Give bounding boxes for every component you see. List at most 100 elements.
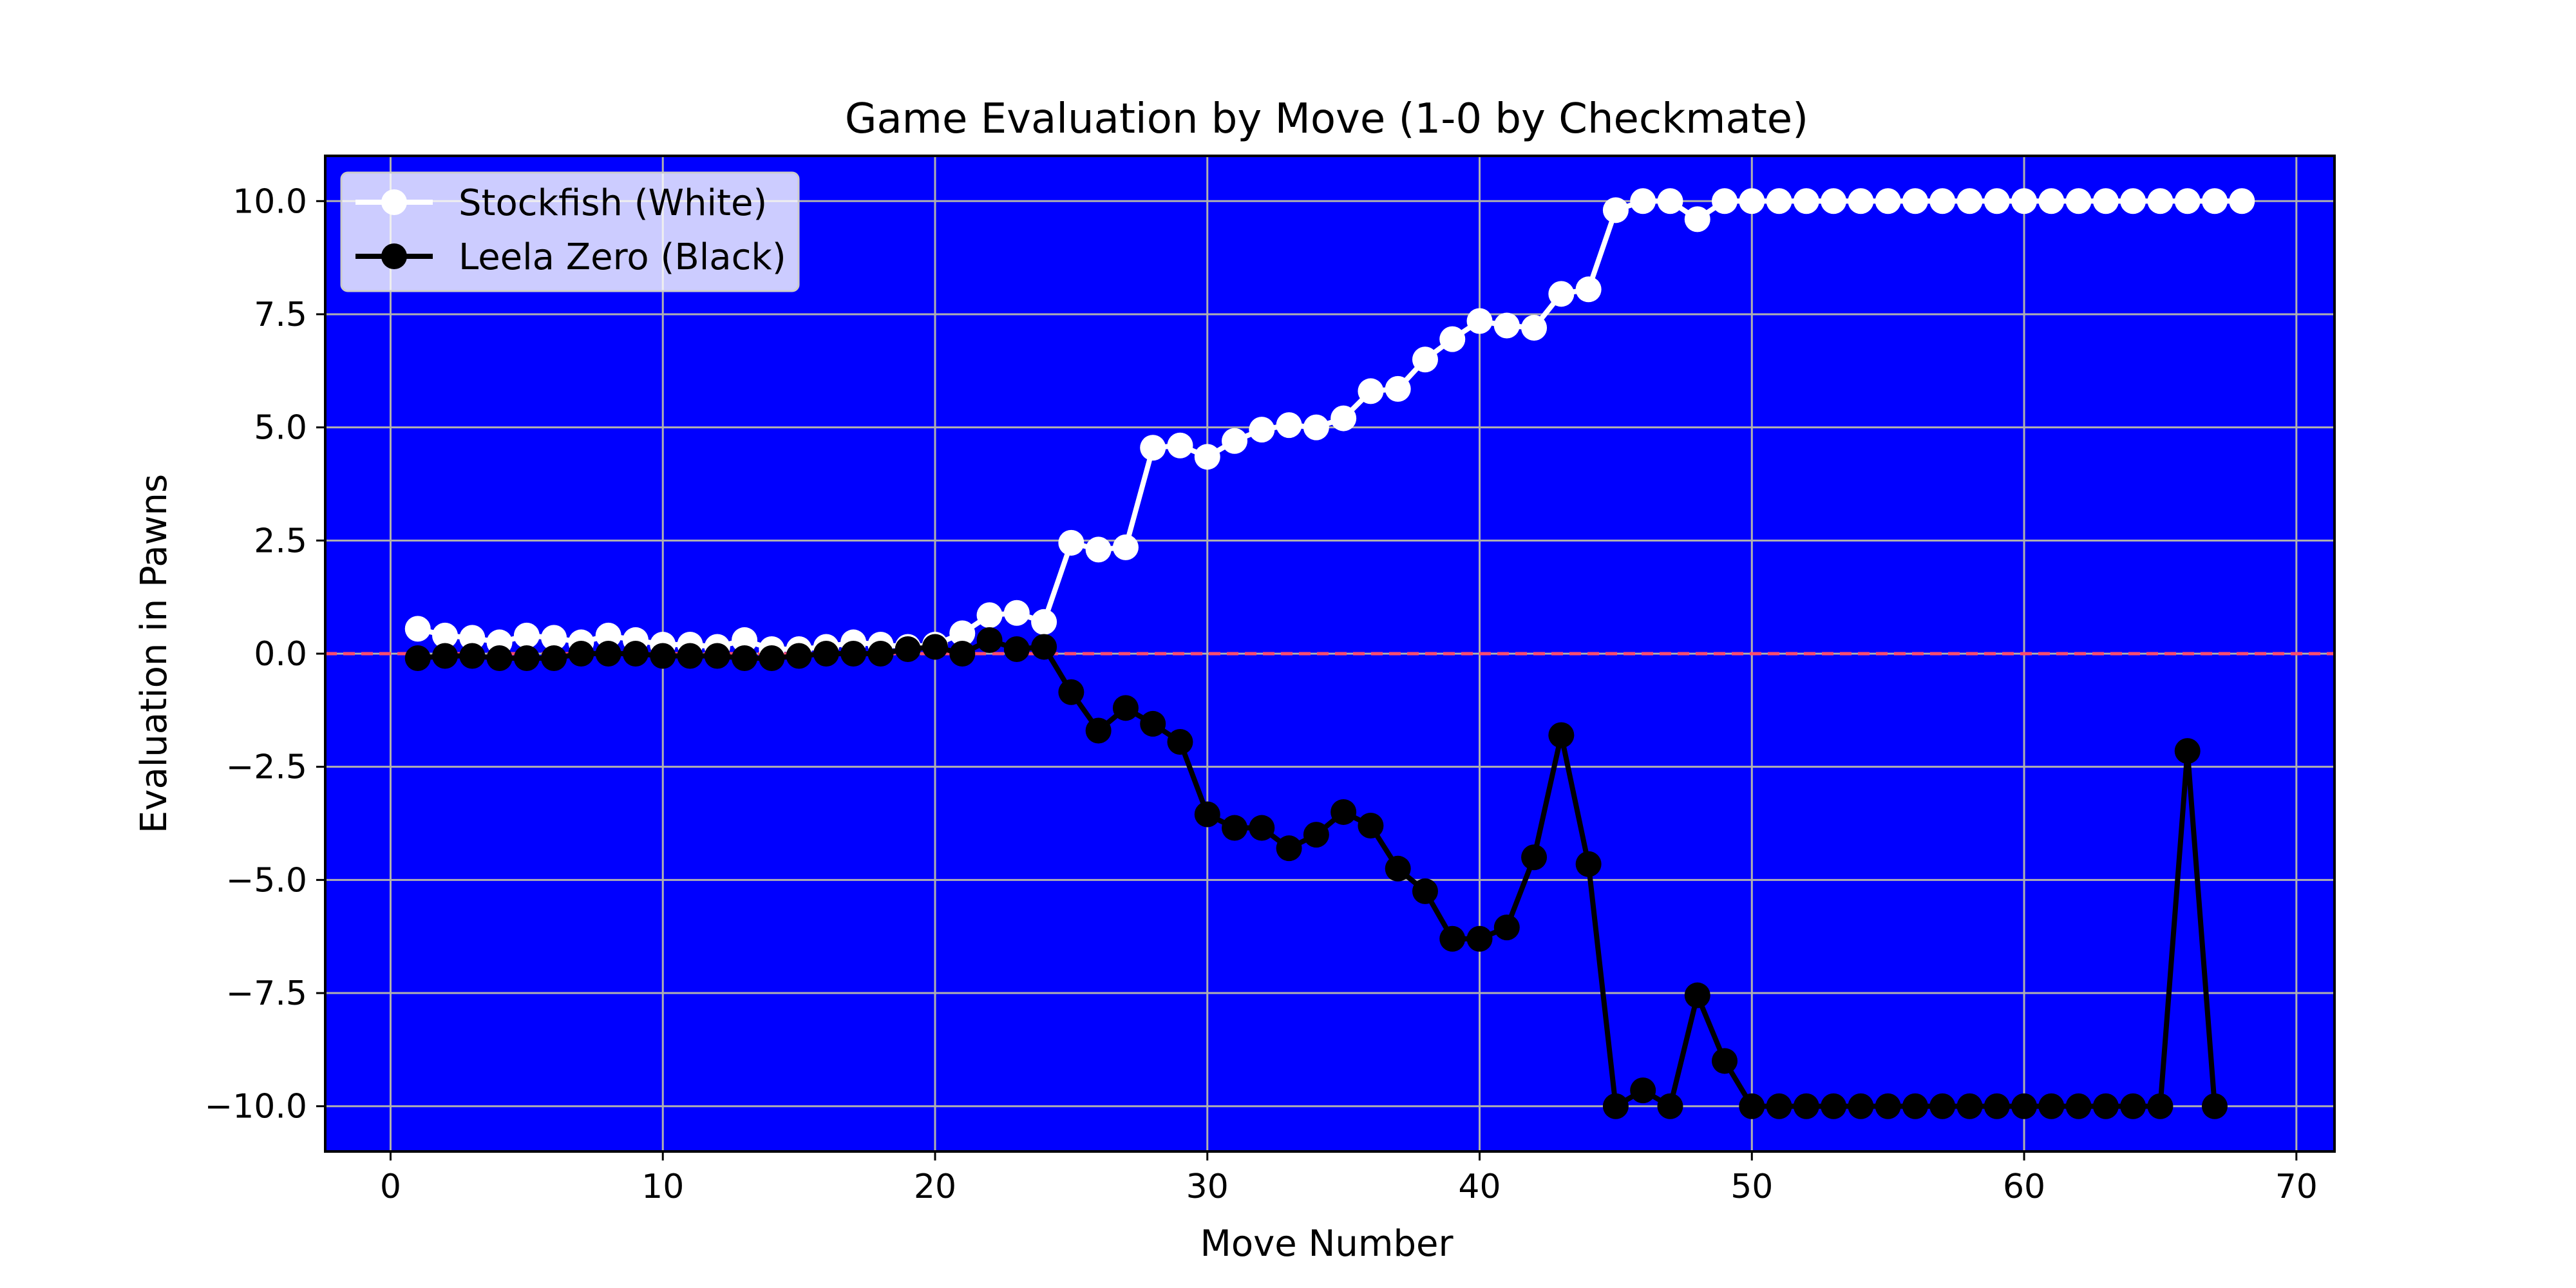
- data-point-stockfish: [1466, 308, 1493, 334]
- data-point-stockfish: [1821, 188, 1847, 214]
- data-point-stockfish: [2065, 188, 2092, 214]
- data-point-leela: [922, 634, 948, 660]
- x-axis-label: Move Number: [1200, 1223, 1454, 1265]
- data-point-stockfish: [1684, 206, 1710, 232]
- data-point-stockfish: [1358, 378, 1384, 404]
- data-point-stockfish: [541, 625, 567, 651]
- data-point-leela: [813, 641, 839, 667]
- x-tick-label: 40: [1458, 1168, 1501, 1206]
- data-point-leela: [677, 643, 703, 669]
- data-point-leela: [1167, 729, 1193, 755]
- data-point-stockfish: [1575, 276, 1602, 303]
- data-point-leela: [404, 645, 431, 672]
- data-point-leela: [459, 643, 486, 669]
- data-point-stockfish: [1875, 188, 1901, 214]
- data-point-leela: [840, 641, 867, 667]
- x-tick-label: 20: [914, 1168, 956, 1206]
- data-point-leela: [1194, 801, 1220, 828]
- data-point-stockfish: [1222, 428, 1248, 454]
- data-point-stockfish: [1602, 197, 1629, 223]
- data-point-leela: [1031, 634, 1057, 660]
- data-point-leela: [1712, 1048, 1738, 1074]
- data-point-stockfish: [732, 627, 758, 653]
- data-point-leela: [1003, 636, 1030, 662]
- data-point-leela: [1358, 813, 1384, 839]
- data-point-stockfish: [404, 616, 431, 642]
- data-point-stockfish: [1956, 188, 1983, 214]
- data-point-stockfish: [1657, 188, 1683, 214]
- data-point-stockfish: [2092, 188, 2119, 214]
- data-point-leela: [513, 645, 540, 672]
- data-point-leela: [976, 627, 1003, 653]
- y-tick-label: 2.5: [254, 522, 307, 560]
- data-point-leela: [1739, 1093, 1765, 1119]
- data-point-stockfish: [1003, 600, 1030, 626]
- data-point-leela: [786, 643, 812, 669]
- data-point-leela: [1929, 1093, 1956, 1119]
- data-point-stockfish: [1521, 315, 1548, 341]
- y-tick-label: −7.5: [226, 974, 307, 1013]
- data-point-leela: [2038, 1093, 2065, 1119]
- data-point-stockfish: [1031, 609, 1057, 635]
- legend-label-stockfish: Stockfish (White): [459, 182, 767, 224]
- data-point-stockfish: [1766, 188, 1792, 214]
- data-point-stockfish: [2147, 188, 2174, 214]
- data-point-leela: [1385, 855, 1411, 882]
- legend-marker-leela: [381, 243, 407, 269]
- data-point-stockfish: [595, 622, 621, 649]
- data-point-stockfish: [2174, 188, 2201, 214]
- data-point-leela: [1222, 815, 1248, 841]
- legend-entry-stockfish: Stockfish (White): [355, 182, 767, 224]
- data-point-stockfish: [1194, 444, 1220, 470]
- data-point-stockfish: [1929, 188, 1956, 214]
- data-point-stockfish: [1085, 536, 1112, 563]
- data-point-stockfish: [1848, 188, 1874, 214]
- data-point-stockfish: [1385, 375, 1411, 402]
- x-tick-label: 70: [2275, 1168, 2318, 1206]
- legend-entry-leela: Leela Zero (Black): [355, 236, 786, 278]
- data-point-leela: [568, 641, 594, 667]
- data-point-leela: [1793, 1093, 1819, 1119]
- x-tick-label: 30: [1186, 1168, 1229, 1206]
- y-tick-label: 7.5: [254, 296, 307, 334]
- data-point-stockfish: [1276, 412, 1302, 439]
- series-layer: [404, 188, 2255, 1119]
- series-leela: [404, 627, 2228, 1119]
- data-point-stockfish: [1712, 188, 1738, 214]
- data-point-stockfish: [1412, 346, 1438, 373]
- data-point-stockfish: [1902, 188, 1928, 214]
- data-point-stockfish: [1493, 312, 1520, 339]
- data-point-leela: [1821, 1093, 1847, 1119]
- data-point-leela: [1684, 982, 1710, 1009]
- data-point-leela: [1902, 1093, 1928, 1119]
- data-point-stockfish: [2229, 188, 2255, 214]
- data-point-leela: [622, 641, 649, 667]
- data-point-leela: [1575, 851, 1602, 877]
- x-tick-label: 50: [1730, 1168, 1773, 1206]
- x-tick-label: 10: [641, 1168, 684, 1206]
- data-point-stockfish: [1058, 529, 1084, 556]
- data-point-leela: [1140, 710, 1166, 737]
- data-point-leela: [704, 643, 730, 669]
- data-point-stockfish: [1739, 188, 1765, 214]
- data-point-stockfish: [1793, 188, 1819, 214]
- data-point-stockfish: [1303, 414, 1329, 440]
- x-tick-label: 0: [380, 1168, 401, 1206]
- data-point-leela: [1657, 1093, 1683, 1119]
- y-tick-label: 5.0: [254, 409, 307, 448]
- data-point-leela: [595, 641, 621, 667]
- data-point-leela: [2147, 1093, 2174, 1119]
- data-point-leela: [1493, 914, 1520, 941]
- data-point-leela: [2201, 1093, 2228, 1119]
- data-point-stockfish: [459, 625, 486, 651]
- data-point-leela: [1249, 815, 1275, 841]
- data-point-stockfish: [976, 602, 1003, 629]
- data-point-leela: [1303, 822, 1329, 848]
- data-point-leela: [1984, 1093, 2010, 1119]
- data-point-stockfish: [432, 622, 459, 649]
- data-point-leela: [1439, 925, 1466, 952]
- y-tick-label: 10.0: [232, 182, 307, 221]
- legend-marker-stockfish: [381, 189, 407, 215]
- data-point-leela: [1058, 679, 1084, 705]
- data-point-leela: [1331, 799, 1357, 825]
